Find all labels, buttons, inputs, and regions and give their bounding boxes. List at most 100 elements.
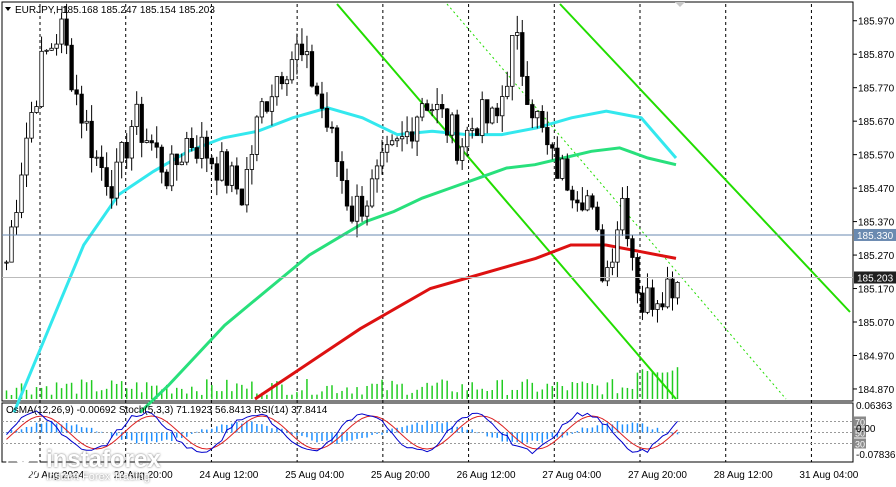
candle-body [109,186,114,199]
price-tick-label: 184.870 [858,385,895,396]
candle-body [645,287,650,313]
candle-body [525,76,530,105]
candle-body [630,238,635,258]
candle-body [545,127,550,146]
candle-body [480,99,485,136]
main-chart-frame [1,1,854,402]
candle-body [219,151,224,181]
candle-body [84,120,89,124]
indicator-tick-label: 0.06363 [856,401,893,412]
ohlc-readout: 185.168 185.247 185.154 185.203 [62,5,215,16]
price-tick-label: 184.970 [858,351,895,362]
time-tick-label: 20 Aug 2024 [28,470,85,481]
candle-body [550,144,555,149]
candle-body [615,229,620,263]
stochastic-signal-line [6,415,678,450]
oscillator-level-label: 50 [855,429,865,439]
candle-body [565,158,570,191]
candle-body [119,142,124,163]
candle-body [254,116,260,155]
price-tick-label: 185.670 [858,117,895,128]
oscillator-level-tag [854,416,866,427]
time-axis: 20 Aug 2024 22 Aug 20:00 24 Aug 12:00 25 Au… [28,470,859,481]
candle-body [445,108,450,136]
candle-body [39,50,44,107]
candle-body [19,174,24,213]
candle-body [505,85,510,97]
candle-body [319,93,325,109]
candle-body [485,99,490,124]
volume-bars [5,367,679,399]
price-tick-label: 185.970 [858,17,895,28]
candle-body [515,32,520,36]
price-tick-label: 185.070 [858,318,895,329]
chart-shift-marker-icon[interactable] [675,2,685,7]
candle-body [184,138,189,163]
candle-body [309,51,315,87]
candle-body [329,126,335,129]
instaforex-logo: instaforex Instant Forex Trading [6,445,186,485]
candle-body [249,154,255,170]
candle-body [600,229,605,282]
candle-body [199,136,204,159]
oscillator-level-tag [854,438,866,449]
time-tick-label: 25 Aug 04:00 [285,470,344,481]
candle-body [439,104,445,110]
candle-body [580,202,585,211]
candle-body [434,104,440,111]
candle-body [294,43,300,61]
candle-body [174,153,179,166]
candle-body [304,51,310,56]
candle-body [149,140,154,144]
current-price-label: 185.203 [857,273,894,284]
candle-body [14,212,19,228]
candle-body [49,47,54,51]
candle-body [540,110,545,128]
indicator-tick-label: 0.00 [856,424,876,435]
candle-body [144,140,149,143]
level-price-label: 185.330 [857,231,894,242]
candle-body [665,278,670,308]
candle-body [575,199,580,204]
price-tick-label: 185.870 [858,50,895,61]
candle-body [89,120,94,159]
candle-body [379,151,385,167]
price-tick-label: 185.270 [858,251,895,262]
candle-body [204,136,209,159]
candle-body [349,205,355,222]
candle-body [224,151,229,186]
price-tick-label: 185.370 [858,218,895,229]
candle-body [124,142,129,159]
candle-body [194,147,199,159]
candle-body [620,197,625,231]
candle-body [179,161,184,166]
osma-histogram [5,420,679,445]
candle-body [389,140,395,146]
vertical-gridlines [39,4,812,462]
candle-body [364,205,370,217]
candle-body [54,43,59,49]
candle-body [640,292,645,313]
candle-body [259,101,265,118]
instaforex-logo-icon [6,448,40,482]
candle-body [279,76,285,85]
symbol-label[interactable]: EURJPY,H1 [15,5,69,16]
candle-body [500,96,505,117]
candle-body [314,85,320,95]
candle-body [610,261,615,268]
candle-body [369,178,375,207]
logo-tagline: Instant Forex Trading [46,470,150,483]
price-tick-label: 185.470 [858,184,895,195]
time-tick-label: 25 Aug 20:00 [371,470,430,481]
candle-body [424,103,430,111]
candle-body [159,146,164,173]
time-tick-label: 24 Aug 12:00 [199,470,258,481]
candle-body [414,116,420,142]
candle-body [24,137,29,176]
symbol-dropdown-icon[interactable] [5,7,11,11]
candle-body [244,169,250,206]
candle-body [419,103,425,118]
candle-body [64,18,69,46]
candle-body [650,287,655,310]
